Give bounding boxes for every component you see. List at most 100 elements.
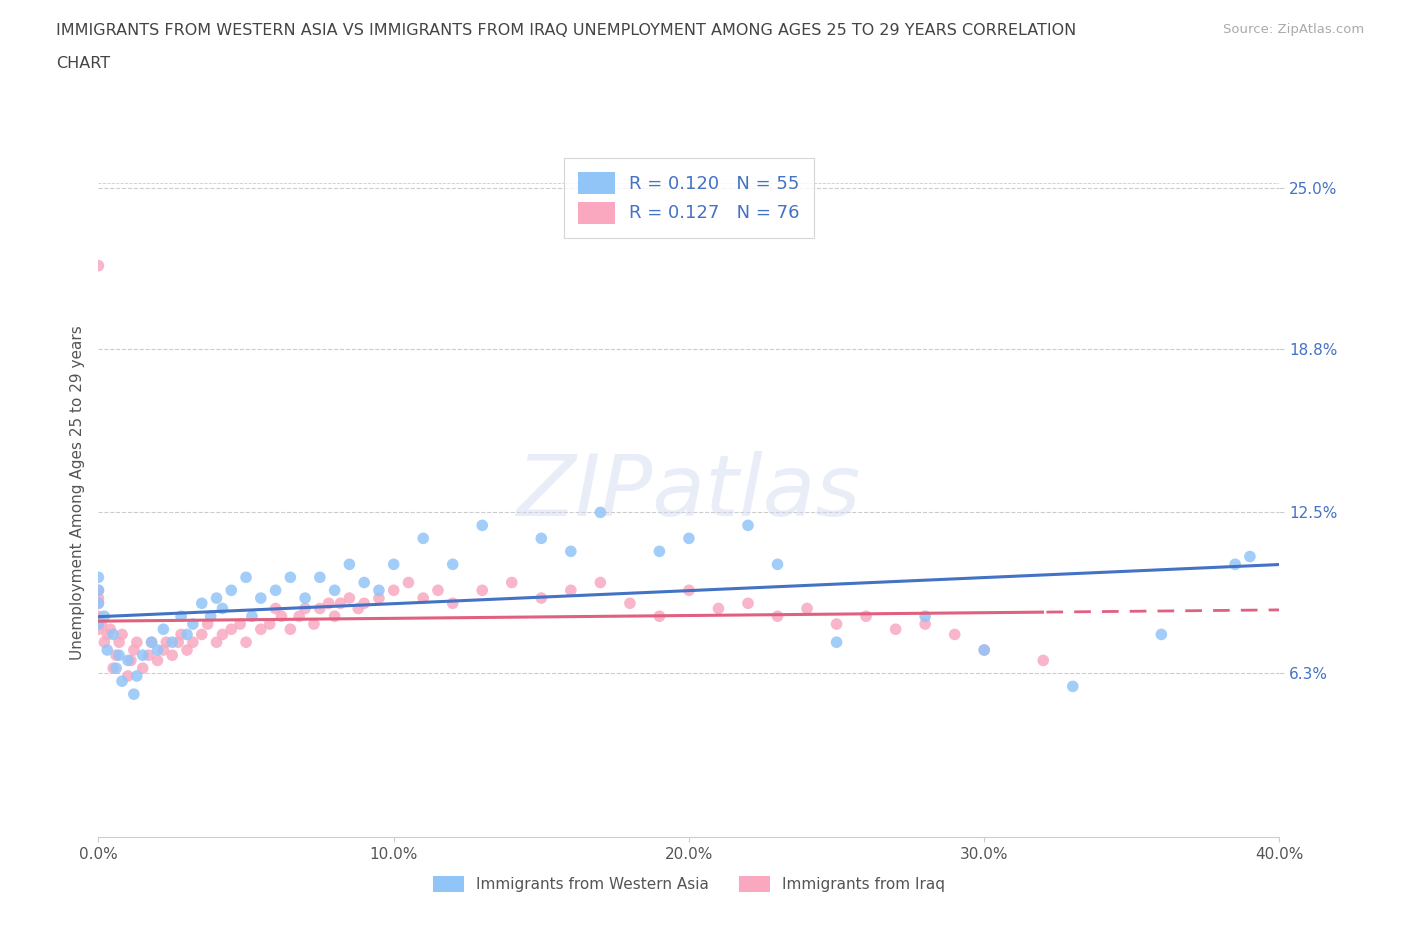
- Point: [323, 583, 346, 598]
- Point: [191, 627, 214, 642]
- Point: [87, 596, 110, 611]
- Point: [87, 583, 110, 598]
- Point: [219, 622, 242, 637]
- Point: [707, 601, 730, 616]
- Point: [278, 622, 302, 637]
- Point: [87, 570, 110, 585]
- Point: [973, 643, 995, 658]
- Point: [353, 575, 375, 590]
- Point: [973, 643, 995, 658]
- Point: [125, 635, 148, 650]
- Point: [914, 617, 936, 631]
- Point: [235, 570, 257, 585]
- Point: [589, 575, 612, 590]
- Point: [396, 575, 419, 590]
- Point: [796, 601, 818, 616]
- Point: [111, 627, 134, 642]
- Text: ZIPatlas: ZIPatlas: [517, 451, 860, 535]
- Point: [181, 617, 204, 631]
- Point: [240, 609, 263, 624]
- Point: [368, 591, 391, 605]
- Point: [176, 627, 198, 642]
- Point: [288, 609, 311, 624]
- Point: [132, 648, 155, 663]
- Point: [167, 635, 190, 650]
- Point: [560, 544, 582, 559]
- Point: [264, 583, 287, 598]
- Point: [1032, 653, 1054, 668]
- Point: [146, 653, 169, 668]
- Point: [914, 609, 936, 624]
- Point: [318, 596, 340, 611]
- Point: [122, 643, 145, 658]
- Point: [648, 544, 671, 559]
- Point: [337, 591, 360, 605]
- Point: [138, 648, 160, 663]
- Point: [250, 622, 273, 637]
- Point: [309, 601, 332, 616]
- Point: [87, 617, 110, 631]
- Point: [197, 617, 219, 631]
- Point: [825, 635, 848, 650]
- Point: [412, 591, 434, 605]
- Point: [471, 583, 494, 598]
- Point: [382, 557, 405, 572]
- Point: [250, 591, 273, 605]
- Point: [96, 627, 118, 642]
- Point: [87, 609, 110, 624]
- Point: [141, 635, 163, 650]
- Point: [96, 643, 118, 658]
- Point: [337, 557, 360, 572]
- Point: [353, 596, 375, 611]
- Point: [412, 531, 434, 546]
- Point: [117, 653, 139, 668]
- Y-axis label: Unemployment Among Ages 25 to 29 years: Unemployment Among Ages 25 to 29 years: [69, 326, 84, 660]
- Point: [530, 531, 553, 546]
- Point: [427, 583, 450, 598]
- Point: [294, 591, 316, 605]
- Point: [87, 583, 110, 598]
- Point: [211, 627, 233, 642]
- Point: [678, 531, 700, 546]
- Point: [737, 518, 759, 533]
- Point: [884, 622, 907, 637]
- Point: [111, 673, 134, 688]
- Point: [678, 583, 700, 598]
- Point: [766, 557, 789, 572]
- Point: [170, 609, 193, 624]
- Point: [120, 653, 142, 668]
- Point: [619, 596, 641, 611]
- Point: [229, 617, 252, 631]
- Point: [211, 601, 233, 616]
- Text: CHART: CHART: [56, 56, 110, 71]
- Point: [219, 583, 242, 598]
- Point: [122, 686, 145, 701]
- Point: [471, 518, 494, 533]
- Point: [648, 609, 671, 624]
- Point: [589, 505, 612, 520]
- Point: [108, 648, 131, 663]
- Point: [855, 609, 877, 624]
- Point: [93, 635, 115, 650]
- Point: [1239, 549, 1261, 564]
- Point: [1062, 679, 1084, 694]
- Point: [191, 596, 214, 611]
- Point: [825, 617, 848, 631]
- Point: [278, 570, 302, 585]
- Point: [162, 635, 183, 650]
- Point: [259, 617, 281, 631]
- Point: [87, 259, 110, 273]
- Point: [117, 669, 139, 684]
- Point: [294, 601, 316, 616]
- Point: [132, 660, 155, 675]
- Point: [98, 622, 121, 637]
- Point: [441, 557, 464, 572]
- Point: [1150, 627, 1173, 642]
- Point: [302, 617, 325, 631]
- Point: [943, 627, 966, 642]
- Point: [152, 622, 174, 637]
- Legend: Immigrants from Western Asia, Immigrants from Iraq: Immigrants from Western Asia, Immigrants…: [427, 870, 950, 898]
- Point: [347, 601, 370, 616]
- Point: [530, 591, 553, 605]
- Point: [176, 643, 198, 658]
